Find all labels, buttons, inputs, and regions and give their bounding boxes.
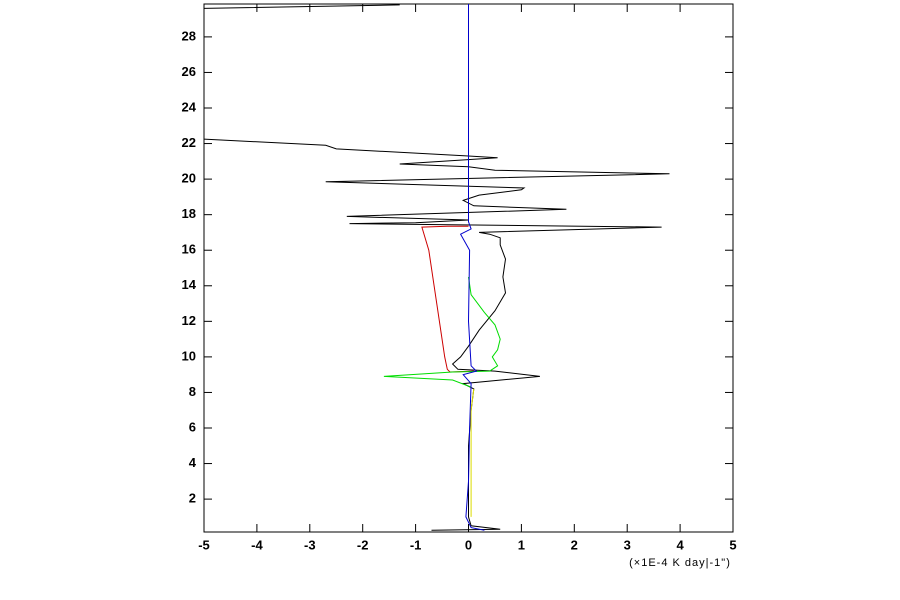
x-tick-label: -4 [251, 537, 263, 552]
y-tick-label: 2 [189, 491, 196, 506]
x-tick-label: -3 [304, 537, 316, 552]
y-tick-label: 18 [182, 206, 196, 221]
x-axis-label: (×1E-4 K day|-1") [629, 557, 731, 569]
y-tick-label: 10 [182, 348, 196, 363]
profile-line [459, 4, 485, 531]
x-tick-label: -1 [410, 537, 422, 552]
profile-line [203, 4, 670, 531]
y-tick-label: 12 [182, 313, 196, 328]
profile-line [470, 388, 475, 517]
y-tick-label: 28 [182, 28, 196, 43]
y-tick-label: 8 [189, 384, 196, 399]
x-tick-label: 4 [676, 537, 684, 552]
y-tick-label: 4 [189, 455, 197, 470]
x-tick-label: 1 [518, 537, 525, 552]
profile-line [383, 276, 501, 388]
x-tick-label: 3 [624, 537, 631, 552]
y-tick-label: 16 [182, 242, 196, 257]
x-tick-label: 0 [465, 537, 472, 552]
y-tick-label: 6 [189, 419, 196, 434]
x-tick-label: -5 [198, 537, 210, 552]
y-tick-label: 14 [182, 277, 197, 292]
y-tick-label: 26 [182, 64, 196, 79]
x-tick-label: 2 [571, 537, 578, 552]
y-tick-label: 24 [182, 99, 197, 114]
x-tick-label: 5 [729, 537, 736, 552]
profile-line [421, 225, 474, 373]
x-tick-label: -2 [357, 537, 369, 552]
y-tick-label: 20 [182, 171, 196, 186]
y-tick-label: 22 [182, 135, 196, 150]
